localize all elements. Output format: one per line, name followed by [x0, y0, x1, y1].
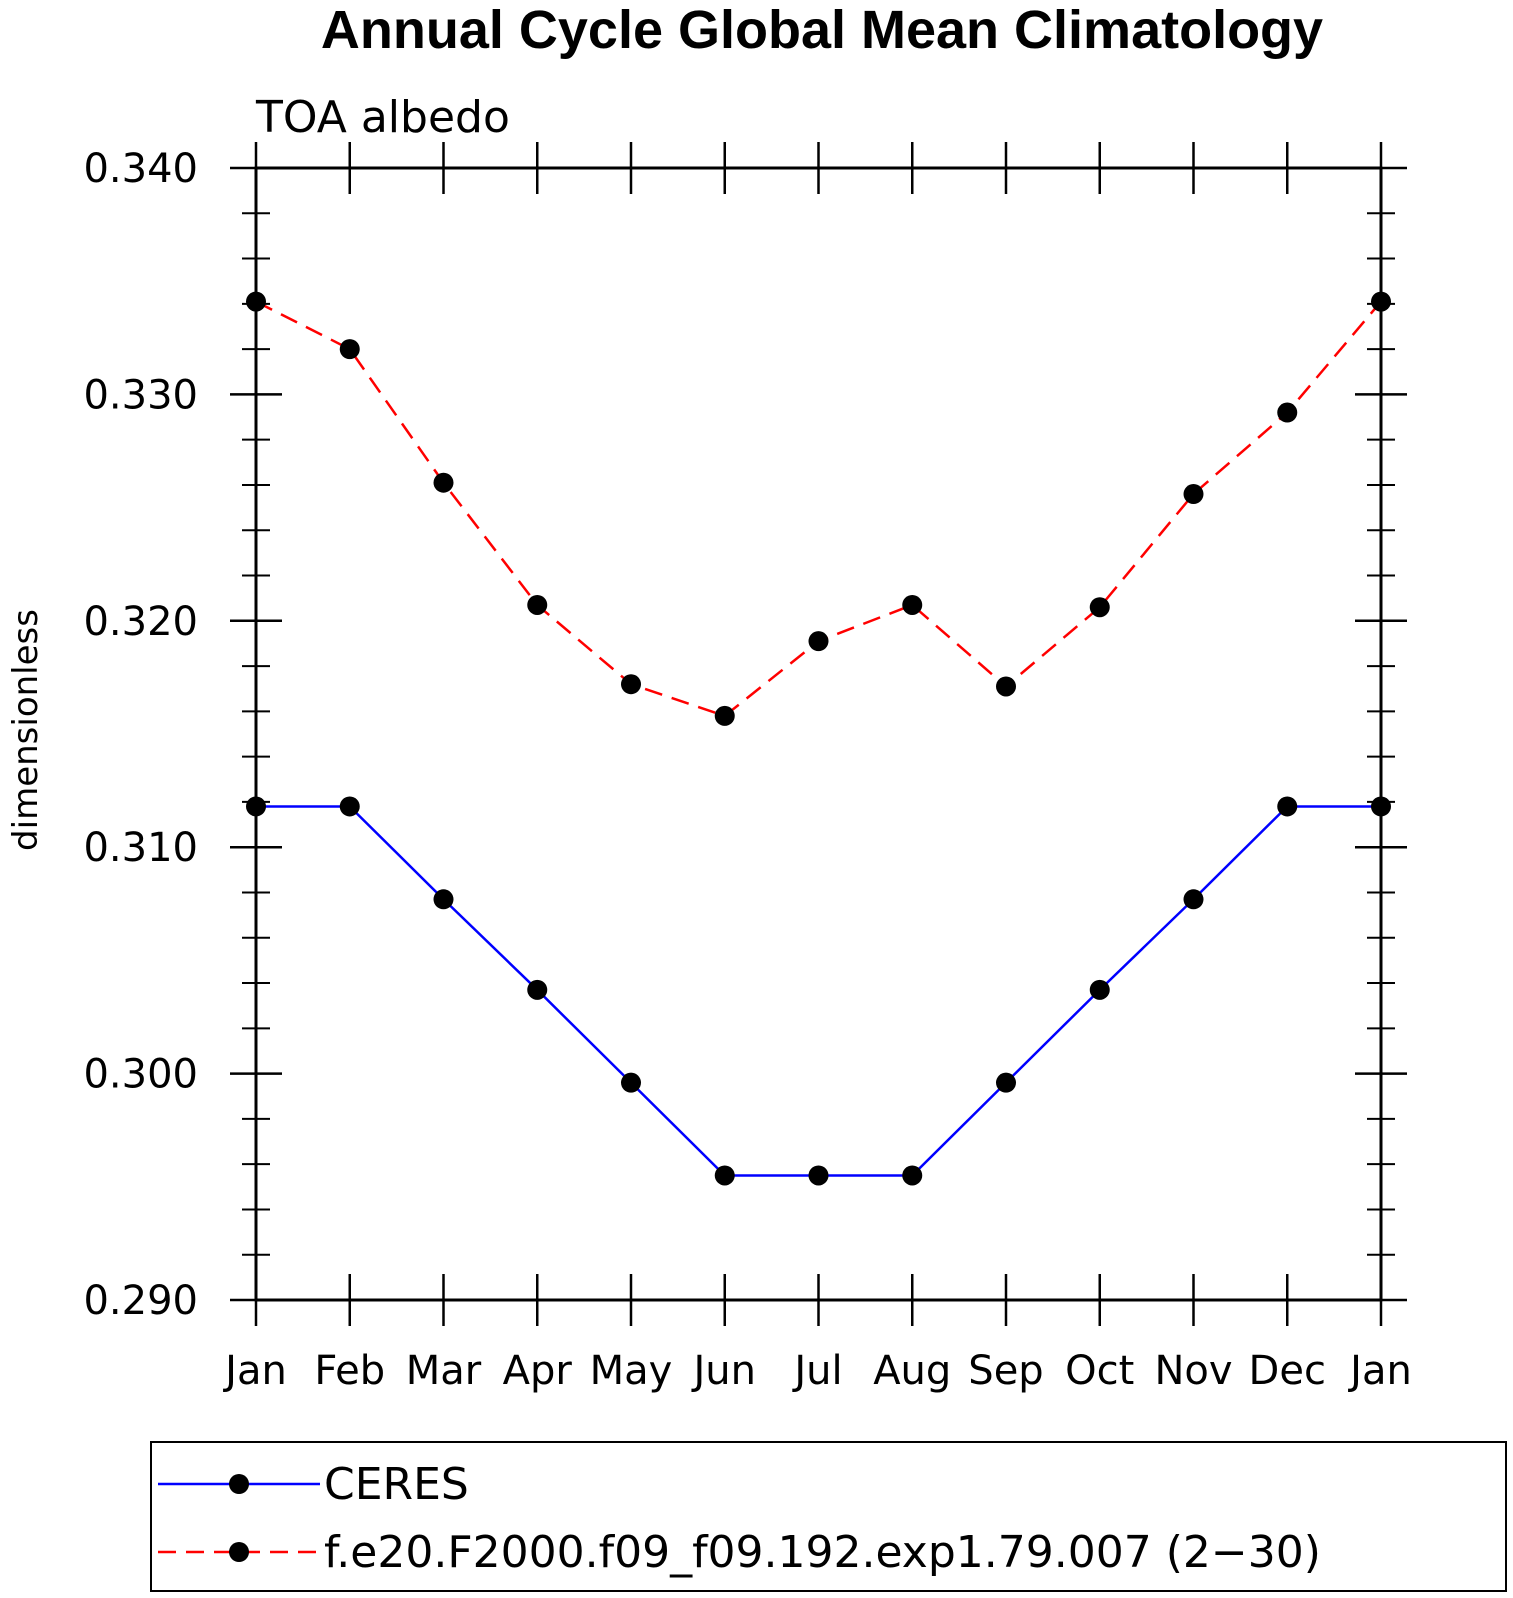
- y-tick-label: 0.320: [83, 599, 198, 645]
- data-point-series-0: [1183, 889, 1204, 910]
- data-point-series-1: [339, 339, 360, 360]
- x-tick-label: Oct: [1065, 1348, 1134, 1394]
- chart-title: Annual Cycle Global Mean Climatology: [321, 0, 1323, 60]
- data-point-series-1: [808, 631, 829, 652]
- data-point-series-1: [433, 472, 454, 493]
- series-line-0: [256, 805, 1381, 1177]
- x-tick-label: Aug: [873, 1348, 951, 1394]
- x-tick-label: Mar: [406, 1348, 482, 1394]
- legend-label-ceres: CERES: [324, 1459, 469, 1510]
- x-tick-label: Nov: [1154, 1348, 1232, 1394]
- data-point-series-0: [1277, 796, 1298, 817]
- x-tick-label: Jan: [1347, 1348, 1412, 1394]
- legend-item-model: f.e20.F2000.f09_f09.192.exp1.79.007 (2−3…: [158, 1527, 1321, 1578]
- y-tick-label: 0.300: [83, 1052, 198, 1098]
- data-point-series-0: [621, 1072, 641, 1093]
- x-tick-label: Apr: [503, 1348, 573, 1394]
- data-point-series-1: [1277, 402, 1298, 423]
- data-point-series-0: [1089, 979, 1110, 1000]
- x-tick-label: May: [590, 1348, 673, 1394]
- data-point-series-1: [1183, 484, 1204, 505]
- x-tick-label: Jan: [222, 1348, 287, 1394]
- legend-marker-ceres: [229, 1474, 249, 1494]
- data-point-series-1: [527, 594, 548, 615]
- series-line-1: [255, 300, 1382, 718]
- data-point-series-0: [808, 1165, 829, 1186]
- x-tick-label: Jul: [791, 1348, 842, 1394]
- x-tick-label: Jun: [691, 1348, 757, 1394]
- data-point-series-1: [621, 674, 641, 695]
- data-point-series-0: [433, 889, 454, 910]
- data-point-series-1: [246, 291, 266, 312]
- y-tick-label: 0.340: [83, 146, 198, 192]
- series-group: [246, 291, 1391, 1186]
- y-axis-label: dimensionless: [6, 609, 46, 851]
- y-tick-label: 0.290: [83, 1278, 198, 1324]
- plot-frame: [254, 166, 1383, 1302]
- x-tick-label: Feb: [314, 1348, 385, 1394]
- data-point-series-0: [339, 796, 360, 817]
- data-point-series-1: [1371, 291, 1391, 312]
- data-point-series-0: [1371, 796, 1391, 817]
- x-tick-label: Dec: [1249, 1348, 1326, 1394]
- y-tick-label: 0.310: [83, 825, 198, 871]
- data-point-series-1: [1089, 597, 1110, 618]
- data-point-series-1: [902, 594, 923, 615]
- data-point-series-0: [527, 979, 548, 1000]
- legend-label-model: f.e20.F2000.f09_f09.192.exp1.79.007 (2−3…: [324, 1527, 1321, 1578]
- data-point-series-1: [714, 705, 735, 726]
- legend-box: [150, 1441, 1507, 1592]
- data-point-series-0: [902, 1165, 923, 1186]
- data-point-series-0: [996, 1072, 1016, 1093]
- legend-marker-model: [229, 1542, 249, 1562]
- data-point-series-0: [714, 1165, 735, 1186]
- chart-subtitle: TOA albedo: [255, 92, 510, 143]
- y-tick-label: 0.330: [83, 372, 198, 418]
- x-tick-label: Sep: [968, 1348, 1043, 1394]
- data-point-series-0: [246, 796, 266, 817]
- data-point-series-1: [996, 676, 1016, 697]
- legend-item-ceres: CERES: [158, 1459, 469, 1510]
- axes: Jan Feb Mar Apr May Jun Jul Aug Sep Oct Nov Dec Jan 0…: [83, 142, 1412, 1394]
